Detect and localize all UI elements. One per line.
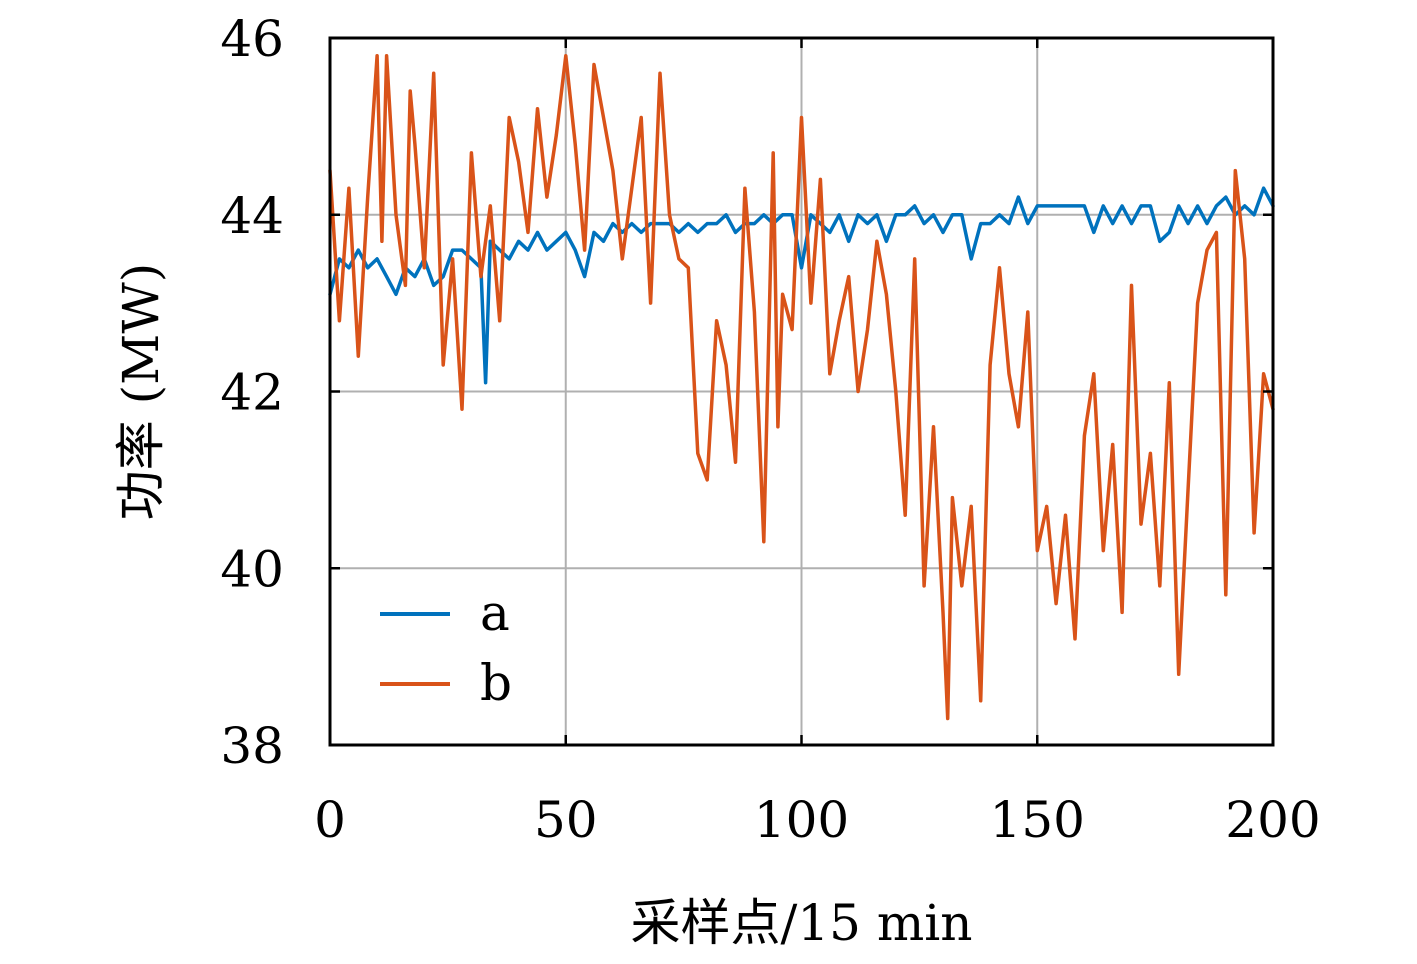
y-tick-label: 44 (220, 187, 284, 245)
legend-label-a: a (480, 584, 510, 642)
x-tick-label: 50 (534, 791, 598, 849)
x-axis-title: 采样点/15 min (631, 894, 973, 952)
x-tick-label: 100 (754, 791, 849, 849)
y-tick-label: 38 (220, 717, 284, 775)
y-tick-label: 42 (220, 364, 284, 422)
legend: a b (380, 584, 512, 712)
y-tick-label: 40 (220, 540, 284, 598)
legend-label-b: b (480, 654, 512, 712)
tick-labels: 0 50 100 150 200 38 40 42 44 46 (220, 10, 1320, 849)
axis-ticks (328, 36, 1275, 747)
x-tick-label: 0 (314, 791, 346, 849)
series-line-b (328, 53, 1275, 721)
series-layer (328, 53, 1275, 721)
x-tick-label: 150 (990, 791, 1085, 849)
y-tick-label: 46 (220, 10, 284, 68)
x-tick-label: 200 (1225, 791, 1320, 849)
y-axis-title: 功率 (MW) (112, 263, 170, 521)
